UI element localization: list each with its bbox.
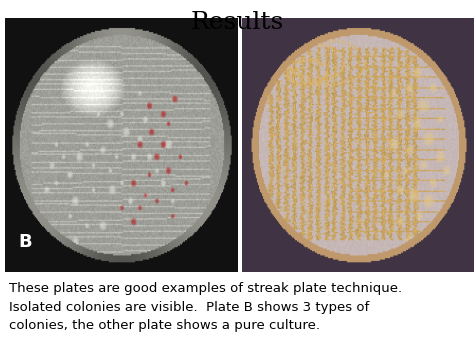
Text: B: B	[18, 233, 32, 251]
Text: These plates are good examples of streak plate technique.
Isolated colonies are : These plates are good examples of streak…	[9, 282, 402, 333]
Text: Results: Results	[191, 11, 283, 34]
